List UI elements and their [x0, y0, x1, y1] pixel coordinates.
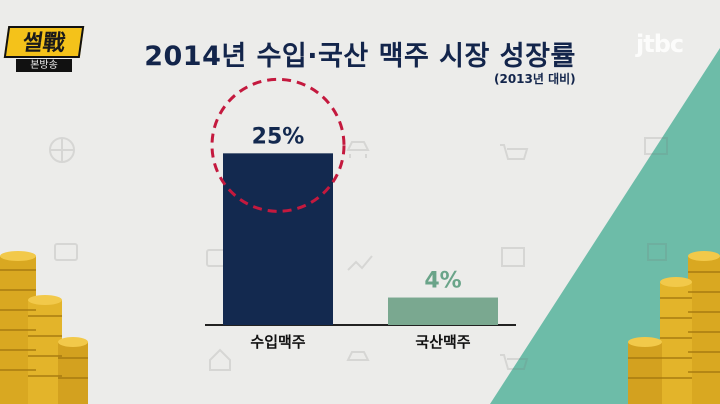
chart-title: 2014년 수입·국산 맥주 시장 성장률 — [144, 41, 576, 72]
car-icon — [346, 141, 370, 158]
value-label-2: 4% — [424, 269, 461, 294]
cart-icon-2 — [500, 354, 529, 370]
cart-icon — [500, 144, 529, 160]
car-icon-2 — [346, 351, 370, 361]
highlight-circle — [210, 77, 346, 213]
house-icon — [209, 348, 231, 371]
category-label-1: 수입맥주 — [250, 333, 305, 351]
monitor-icon — [644, 137, 668, 155]
globe-grid-icon — [50, 138, 74, 162]
value-label-1: 25% — [252, 124, 305, 149]
program-logo: 썰戰 본방송 — [3, 26, 85, 72]
coin-stack-right — [628, 251, 720, 404]
globe-icon — [49, 137, 75, 163]
category-label-2: 국산맥주 — [415, 333, 470, 351]
trend-icon — [347, 255, 373, 271]
bar-1 — [223, 153, 333, 325]
chart-subtitle: (2013년 대비) — [494, 72, 576, 86]
channel-logo: jtbc — [636, 30, 684, 58]
coins-stack-icon — [501, 247, 525, 267]
building-icon — [647, 243, 667, 261]
tv-icon — [54, 243, 78, 261]
coin-stack-left — [0, 251, 88, 404]
bar-2 — [388, 297, 498, 325]
program-logo-sub: 본방송 — [16, 59, 72, 72]
